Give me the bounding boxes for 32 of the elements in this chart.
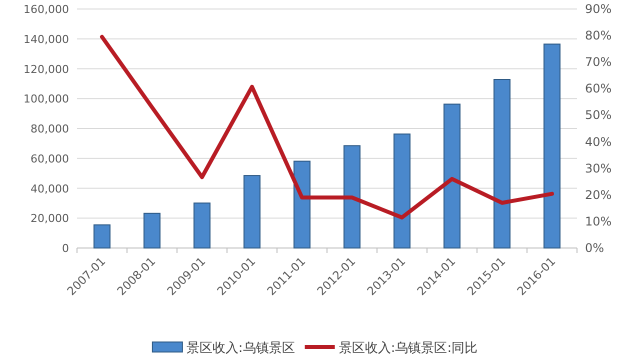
y-tick-label: 160,000 [24,3,69,16]
y-tick-label: 60,000 [30,152,69,166]
legend-label: 景区收入:乌镇景区 [186,341,295,356]
y2-tick-label: 0% [585,241,604,255]
y2-tick-label: 90% [585,2,612,16]
y2-tick-label: 70% [585,55,612,70]
line-series [100,34,554,220]
y-tick-label: 80,000 [30,122,69,136]
y-tick-label: 120,000 [24,62,69,76]
y-tick-label: 40,000 [30,182,69,196]
legend-label: 景区收入:乌镇景区:同比 [338,341,478,356]
y-tick-label: 20,000 [30,212,69,226]
y2-tick-label: 80% [585,28,612,43]
bar [244,175,260,248]
y-tick-label: 100,000 [24,92,69,106]
y-tick-label: 140,000 [24,32,69,46]
bar [544,44,560,248]
y2-tick-label: 40% [585,134,612,149]
y2-tick-label: 60% [585,82,612,96]
bar [144,212,160,248]
y2-tick-label: 30% [585,161,612,176]
bar [194,202,210,248]
y-tick-label: 0 [62,242,69,255]
bar [344,145,360,248]
bar [394,134,410,248]
y2-tick-label: 20% [585,188,612,202]
bar [94,224,110,248]
y2-tick-label: 10% [585,214,612,228]
y2-tick-label: 50% [585,108,612,122]
bar [494,79,510,248]
bar [294,160,310,248]
bar [444,104,460,248]
